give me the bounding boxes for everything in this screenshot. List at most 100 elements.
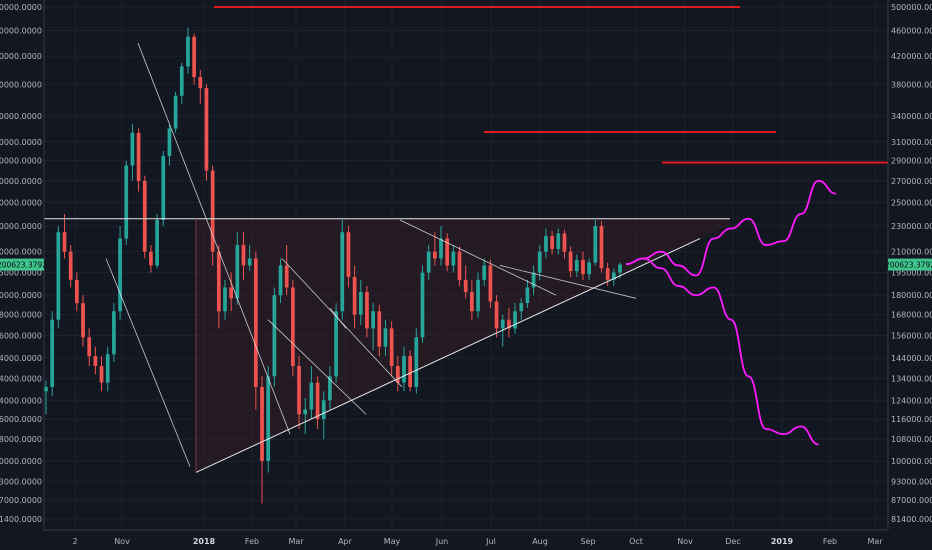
left-y-tick-label: 195000.0000 xyxy=(0,269,42,278)
candle-body xyxy=(457,251,462,280)
right-y-tick-label: 116000.0000 xyxy=(891,415,932,424)
candle-body xyxy=(210,170,215,252)
trendline xyxy=(499,265,637,299)
right-y-tick-label: 230000.0000 xyxy=(891,222,932,231)
candle-body xyxy=(402,356,406,383)
last-price-label-left: 200623.3792 xyxy=(0,261,47,270)
x-tick-label: Jun xyxy=(435,537,449,546)
candle-body xyxy=(204,88,209,171)
candle-body xyxy=(488,265,493,302)
candle-body xyxy=(81,303,85,338)
candle-body xyxy=(605,268,610,280)
candle-body xyxy=(229,287,234,299)
candle-body xyxy=(155,219,159,266)
left-y-tick-label: 340000.0000 xyxy=(0,112,42,121)
left-y-tick-label: 93000.0000 xyxy=(0,477,42,486)
candle-body xyxy=(482,265,487,280)
trendline xyxy=(399,219,557,296)
candle-body xyxy=(445,238,450,266)
candle-body xyxy=(136,132,141,181)
time-axis[interactable]: 2 Nov 2018 Feb Mar Apr May Jun Jul Aug Sep Oct Nov De… xyxy=(44,529,888,546)
candle-body xyxy=(414,337,419,387)
candle-body xyxy=(75,279,79,304)
right-y-tick-label: 290000.0000 xyxy=(891,157,932,166)
left-price-axis[interactable]: 500000.0000 460000.0000 420000.0000 380000.… xyxy=(0,0,47,530)
right-y-tick-label: 380000.0000 xyxy=(891,80,932,89)
candle-body xyxy=(198,77,203,89)
candle-body xyxy=(556,233,561,250)
candles xyxy=(44,27,622,504)
candle-body xyxy=(531,272,536,288)
candle-body xyxy=(44,386,48,392)
candle-body xyxy=(235,245,240,299)
candle-body xyxy=(550,236,554,250)
candle-body xyxy=(562,233,567,252)
candle-body xyxy=(124,165,129,239)
right-y-tick-label: 93000.0000 xyxy=(891,477,932,486)
right-y-tick-label: 156000.0000 xyxy=(891,332,932,341)
candle-body xyxy=(358,292,363,315)
candle-body xyxy=(278,265,283,296)
candle-body xyxy=(451,251,456,266)
candle-body xyxy=(574,259,579,272)
ascending-support-line xyxy=(195,238,701,473)
left-y-tick-label: 210000.0000 xyxy=(0,248,42,257)
right-price-axis[interactable]: 500000.0000 460000.0000 420000.0000 380000.… xyxy=(885,0,932,530)
candle-body xyxy=(507,319,511,329)
candle-body xyxy=(272,295,277,377)
projection-path-bearish xyxy=(625,257,819,446)
candle-body xyxy=(149,251,153,266)
x-tick-label: Mar xyxy=(867,537,883,546)
x-tick-label: Aug xyxy=(532,537,548,546)
candle-body xyxy=(568,251,573,272)
candle-body xyxy=(192,36,196,78)
candle-body xyxy=(581,259,585,275)
x-tick-label: Jul xyxy=(485,537,496,546)
candle-body xyxy=(297,366,301,415)
candle-body xyxy=(321,400,326,420)
last-price-label-right: 200623.3792 xyxy=(885,261,932,270)
x-tick-label: Apr xyxy=(338,537,353,546)
candle-body xyxy=(537,251,542,273)
candle-body xyxy=(463,279,468,293)
right-y-tick-label: 420000.0000 xyxy=(891,52,932,61)
candle-body xyxy=(383,328,388,347)
x-tick-label: May xyxy=(384,537,401,546)
x-tick-label: Feb xyxy=(823,537,837,546)
right-y-tick-label: 100000.0000 xyxy=(891,457,932,466)
x-tick-label: 2 xyxy=(72,537,77,546)
right-y-tick-label: 270000.0000 xyxy=(891,177,932,186)
left-y-tick-label: 134000.0000 xyxy=(0,374,42,383)
last-price-tag-right xyxy=(888,258,932,271)
candle-body xyxy=(247,258,252,266)
candle-body xyxy=(432,251,437,259)
resistance-lines xyxy=(214,6,888,164)
candle-body xyxy=(161,155,166,220)
candle-body xyxy=(99,366,104,383)
candle-body xyxy=(186,36,190,67)
candle-body xyxy=(315,382,320,420)
left-y-tick-label: 100000.0000 xyxy=(0,457,42,466)
left-y-tick-label: 460000.0000 xyxy=(0,27,42,36)
last-price-tag-left xyxy=(0,258,44,271)
candle-body xyxy=(130,132,135,166)
candle-body xyxy=(68,251,73,280)
trendline xyxy=(137,42,291,435)
trendline xyxy=(267,319,367,415)
left-y-tick-label: 290000.0000 xyxy=(0,157,42,166)
candle-body xyxy=(513,311,517,329)
candle-body xyxy=(544,236,548,252)
candle-body xyxy=(420,272,425,338)
candle-body xyxy=(618,264,622,273)
left-y-tick-label: 144000.0000 xyxy=(0,354,42,363)
left-y-tick-label: 230000.0000 xyxy=(0,222,42,231)
right-y-tick-label: 124000.0000 xyxy=(891,396,932,405)
right-y-tick-label: 87000.0000 xyxy=(891,496,932,505)
projections xyxy=(625,179,837,446)
right-y-tick-label: 310000.0000 xyxy=(891,138,932,147)
trendlines xyxy=(44,42,730,473)
left-y-tick-label: 108000.0000 xyxy=(0,435,42,444)
candle-body xyxy=(62,232,67,252)
